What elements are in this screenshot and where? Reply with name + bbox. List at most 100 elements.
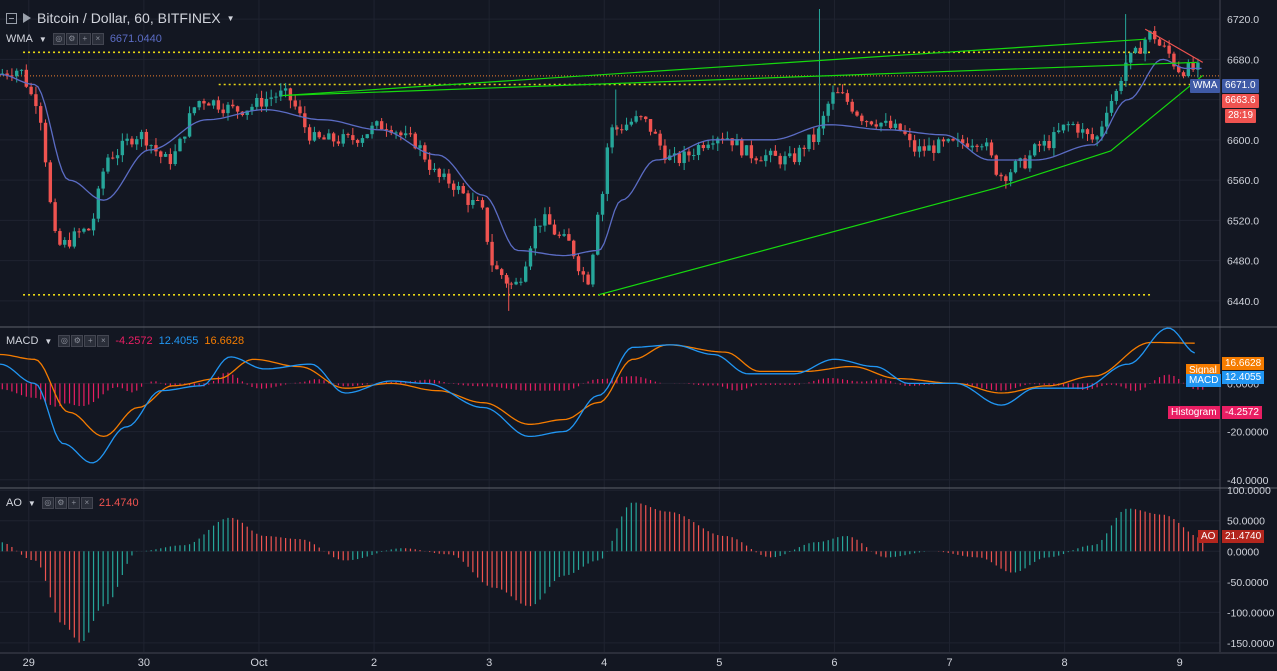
chevron-down-icon[interactable]: ▼ <box>38 34 47 44</box>
candle-body <box>946 139 950 142</box>
candle-body <box>255 97 259 107</box>
candle-body <box>864 121 869 123</box>
chevron-down-icon[interactable]: ▼ <box>27 498 36 508</box>
candle-body <box>499 269 504 276</box>
candle-body <box>730 138 734 146</box>
candle-body <box>1167 45 1171 54</box>
gear-icon[interactable]: ⚙ <box>71 335 84 347</box>
candle-body <box>197 101 201 108</box>
candle-body <box>466 193 470 205</box>
candle-body <box>307 127 312 141</box>
candle-body <box>159 151 163 157</box>
price-tick-label: 6440.0 <box>1227 296 1259 308</box>
time-tick-label: 30 <box>138 657 150 669</box>
eye-icon[interactable]: ◎ <box>52 33 65 45</box>
flag-icon[interactable] <box>23 13 31 23</box>
candle-body <box>1004 176 1008 182</box>
candle-body <box>821 115 826 129</box>
candle-body <box>740 139 744 156</box>
eye-icon[interactable]: ◎ <box>41 497 54 509</box>
trendline <box>995 150 1111 189</box>
candle-body <box>860 115 864 122</box>
collapse-icon[interactable] <box>6 12 17 24</box>
time-tick-label: 7 <box>946 657 952 669</box>
candle-body <box>1162 45 1167 47</box>
candle-body <box>644 116 648 120</box>
candle-body <box>375 121 379 126</box>
candle-body <box>418 145 422 149</box>
indicator-controls[interactable]: ◎ ⚙ + × <box>41 497 93 509</box>
close-icon[interactable]: × <box>80 497 93 509</box>
price-tick-label: 6560.0 <box>1227 175 1259 187</box>
candle-body <box>111 157 115 159</box>
candle-body <box>1138 47 1143 54</box>
trendline <box>281 38 1146 97</box>
indicator-controls[interactable]: ◎ ⚙ + × <box>52 33 104 45</box>
candle-body <box>1133 47 1138 53</box>
candle-body <box>178 138 182 152</box>
histogram-label: Histogram <box>1168 406 1220 419</box>
candle-body <box>802 147 806 150</box>
candle-body <box>1196 62 1200 70</box>
signal-scale-value: 16.6628 <box>1222 357 1265 370</box>
candle-body <box>514 281 518 285</box>
candle-body <box>749 145 754 159</box>
candle-body <box>1042 140 1046 146</box>
ao-legend: AO ▼ ◎ ⚙ + × 21.4740 <box>6 497 139 509</box>
candle-body <box>1148 31 1152 40</box>
candle-body <box>941 139 946 142</box>
candle-body <box>471 200 475 205</box>
candle-body <box>615 127 619 130</box>
candle-body <box>879 122 883 127</box>
close-icon[interactable]: × <box>97 335 110 347</box>
ao-name[interactable]: AO <box>6 497 22 509</box>
plus-icon[interactable]: + <box>67 497 80 509</box>
candle-body <box>927 145 931 151</box>
candle-body <box>15 70 19 77</box>
symbol-title[interactable]: Bitcoin / Dollar, 60, BITFINEX <box>37 10 221 26</box>
plus-icon[interactable]: + <box>78 33 91 45</box>
chevron-down-icon[interactable]: ▼ <box>226 13 235 23</box>
candle-body <box>101 171 105 189</box>
candle-body <box>202 101 206 104</box>
ao-tick-label: 0.0000 <box>1227 546 1259 558</box>
close-icon[interactable]: × <box>91 33 104 45</box>
candle-body <box>792 153 797 163</box>
wma-name[interactable]: WMA <box>6 33 33 45</box>
candle-body <box>903 130 907 134</box>
candle-body <box>461 186 465 194</box>
chevron-down-icon[interactable]: ▼ <box>44 336 53 346</box>
candle-body <box>139 131 144 140</box>
candle-body <box>451 183 456 190</box>
gear-icon[interactable]: ⚙ <box>65 33 78 45</box>
candle-body <box>163 153 168 157</box>
macd-name[interactable]: MACD <box>6 335 39 347</box>
candle-body <box>845 93 850 102</box>
candle-body <box>72 231 77 247</box>
candle-body <box>1071 123 1075 125</box>
macd-signal-line <box>0 341 1195 438</box>
candle-body <box>1013 161 1018 173</box>
candle-body <box>932 145 936 153</box>
gear-icon[interactable]: ⚙ <box>54 497 67 509</box>
candle-body <box>77 231 81 233</box>
candle-body <box>10 75 14 77</box>
candle-body <box>1028 155 1032 169</box>
candle-body <box>149 145 153 147</box>
candle-body <box>980 146 984 148</box>
candle-body <box>600 193 605 215</box>
candle-body <box>557 234 562 236</box>
plus-icon[interactable]: + <box>84 335 97 347</box>
wma-legend: WMA ▼ ◎ ⚙ + × 6671.0440 <box>6 33 162 45</box>
macd-hist-value: -4.2572 <box>115 335 153 347</box>
candle-body <box>807 134 811 150</box>
time-tick-label: Oct <box>250 657 267 669</box>
candle-body <box>245 110 249 116</box>
candle-body <box>211 100 216 106</box>
candle-body <box>1105 112 1109 127</box>
price-tick-label: 6600.0 <box>1227 135 1259 147</box>
eye-icon[interactable]: ◎ <box>58 335 71 347</box>
indicator-controls[interactable]: ◎ ⚙ + × <box>58 335 110 347</box>
candle-body <box>58 231 62 245</box>
